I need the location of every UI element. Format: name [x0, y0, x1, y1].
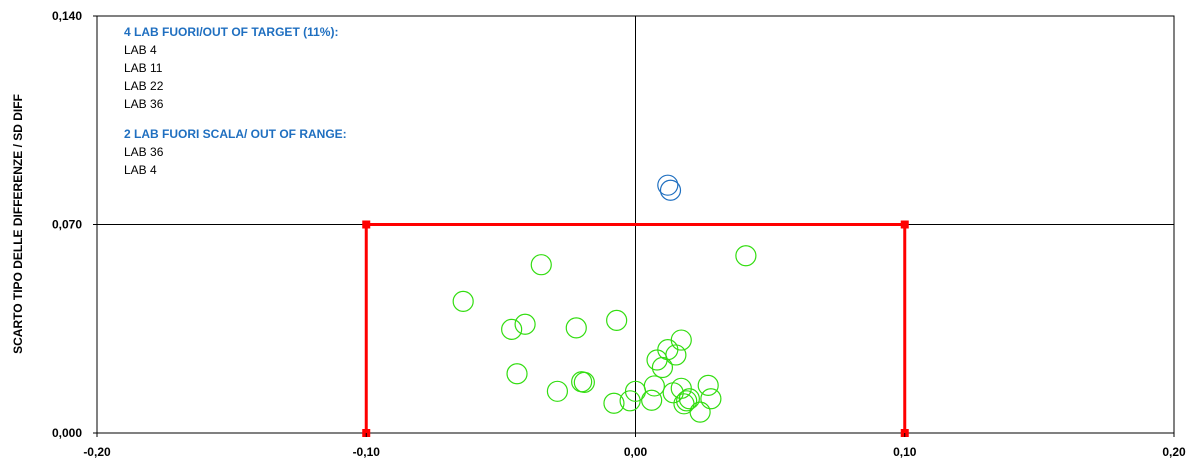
data-point — [670, 329, 692, 351]
data-point — [670, 377, 692, 399]
out-of-range-title: 2 LAB FUORI SCALA/ OUT OF RANGE: — [124, 127, 347, 141]
data-point — [676, 390, 698, 412]
out-of-target-lab: LAB 22 — [124, 79, 164, 93]
x-axis-ticks: -0,20 -0,10 0,00 0,10 0,20 — [83, 433, 1186, 459]
data-point — [530, 254, 552, 276]
y-axis-label: SCARTO TIPO DELLE DIFFERENZE / SD DIFF — [11, 94, 25, 354]
out-of-target-lab: LAB 36 — [124, 97, 164, 111]
out-of-target-lab: LAB 11 — [124, 61, 163, 75]
data-point — [689, 401, 711, 423]
data-point — [603, 392, 625, 414]
out-of-range-lab: LAB 36 — [124, 145, 164, 159]
data-points — [452, 174, 757, 423]
data-point-outlier — [659, 179, 682, 201]
data-point — [606, 309, 628, 332]
x-tick-label: -0,20 — [83, 445, 111, 459]
target-box-line — [364, 223, 907, 433]
out-of-target-lab: LAB 4 — [124, 43, 157, 57]
y-tick-label: 0,140 — [52, 9, 82, 23]
data-point — [501, 318, 523, 340]
target-box-marker — [900, 220, 909, 229]
y-tick-label: 0,000 — [52, 426, 82, 440]
data-point — [700, 388, 722, 410]
data-point-outlier — [657, 174, 679, 196]
data-point — [565, 317, 587, 339]
data-point — [546, 380, 569, 402]
x-tick-label: 0,20 — [1162, 445, 1186, 459]
data-point — [643, 375, 665, 397]
target-box-marker — [362, 220, 371, 229]
data-point — [573, 371, 595, 393]
out-of-target-title: 4 LAB FUORI/OUT OF TARGET (11%): — [124, 25, 339, 39]
data-point — [678, 388, 700, 410]
data-point — [514, 313, 536, 335]
data-point — [697, 374, 719, 396]
data-point — [735, 245, 757, 267]
y-tick-label: 0,070 — [52, 218, 82, 232]
data-point — [665, 344, 687, 366]
y-axis-ticks: 0,000 0,070 0,140 — [52, 9, 97, 440]
annotation-box: 4 LAB FUORI/OUT OF TARGET (11%): LAB 4 L… — [124, 25, 384, 179]
x-tick-label: 0,10 — [893, 445, 917, 459]
data-point — [452, 290, 474, 312]
data-point — [506, 363, 528, 385]
data-point — [641, 389, 663, 411]
x-tick-label: 0,00 — [624, 445, 648, 459]
x-tick-label: -0,10 — [353, 445, 381, 459]
out-of-range-lab: LAB 4 — [124, 163, 157, 177]
